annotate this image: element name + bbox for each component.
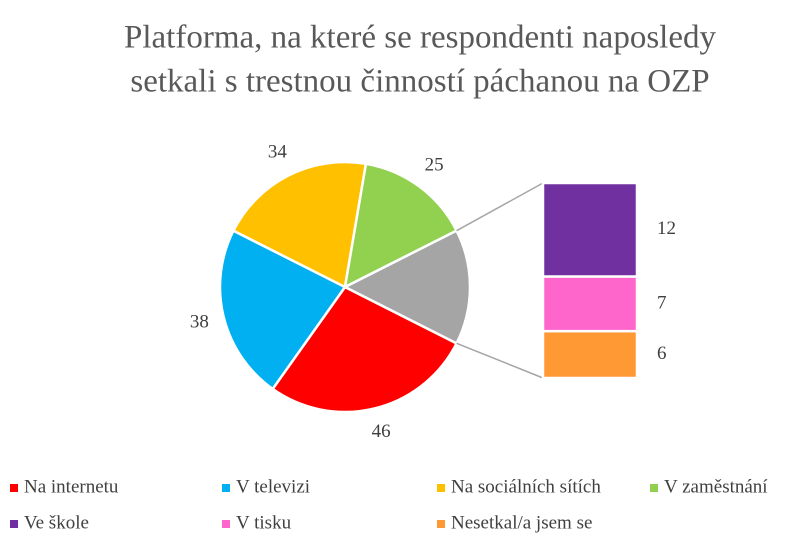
- data-label: 7: [657, 292, 667, 313]
- legend-label: V zaměstnání: [664, 476, 768, 497]
- data-label: 34: [268, 141, 288, 162]
- pie-slice: [231, 160, 368, 289]
- bar-segment: [541, 181, 639, 278]
- pie-slice: [270, 285, 459, 414]
- legend-label: V televizi: [236, 476, 310, 497]
- chart-title: Platforma, na které se respondenti napos…: [124, 20, 716, 56]
- pie-slice: [218, 228, 347, 391]
- data-label: 12: [657, 218, 676, 239]
- bar-segment: [541, 275, 639, 333]
- legend-label: Na sociálních sítích: [451, 476, 601, 497]
- legend-label: Nesetkal/a jsem se: [451, 512, 592, 533]
- connector: [456, 342, 544, 379]
- connector: [456, 182, 544, 232]
- pie-slice: [343, 162, 459, 290]
- legend-label: Ve škole: [24, 512, 89, 533]
- data-label: 38: [190, 311, 209, 332]
- legend-marker: [437, 520, 445, 528]
- data-label: 6: [657, 343, 667, 364]
- legend-marker: [10, 484, 18, 492]
- legend-marker: [437, 484, 445, 492]
- legend-label: V tisku: [236, 512, 292, 533]
- legend-marker: [10, 520, 18, 528]
- legend-marker: [222, 520, 230, 528]
- legend-label: Na internetu: [24, 476, 119, 497]
- pie-slice-other: [342, 228, 472, 346]
- data-label: 25: [425, 155, 444, 176]
- legend-marker: [222, 484, 230, 492]
- bar-segment: [541, 329, 639, 380]
- data-label: 46: [372, 421, 391, 442]
- chart-title: setkali s trestnou činností páchanou na …: [130, 64, 709, 100]
- legend-marker: [650, 484, 658, 492]
